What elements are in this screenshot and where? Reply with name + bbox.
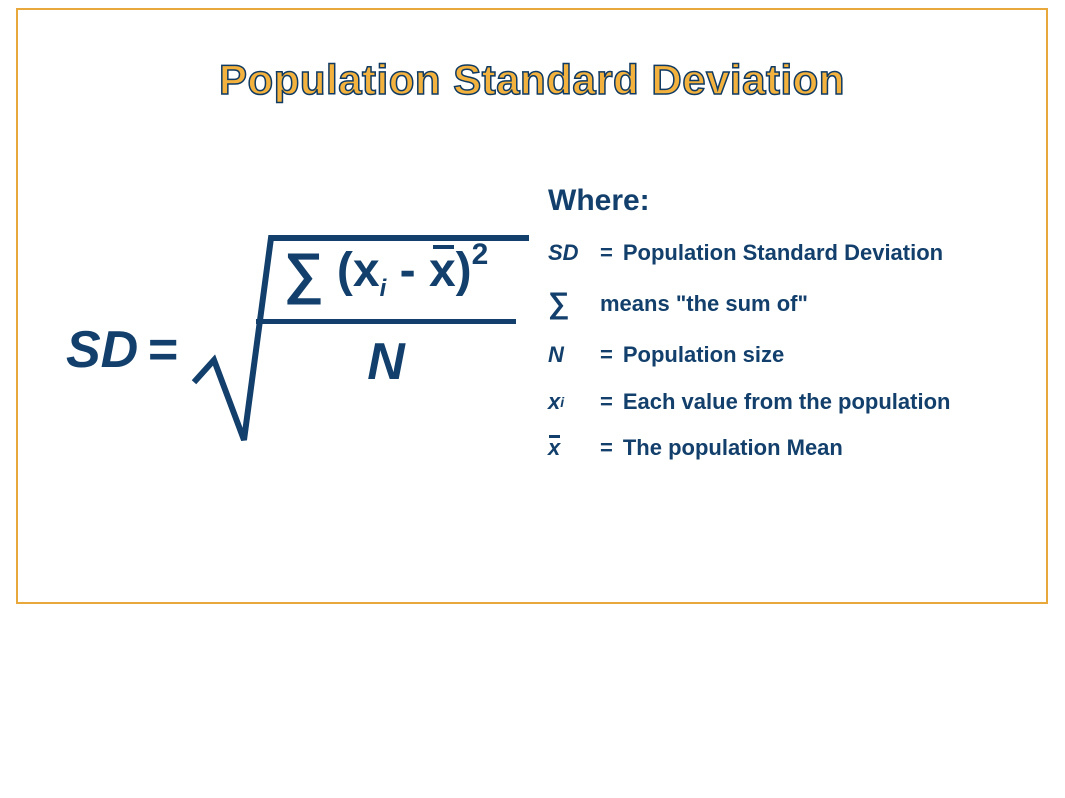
legend-eq: = <box>600 240 613 266</box>
fraction-line <box>256 319 516 324</box>
formula-equals: = <box>148 320 178 380</box>
legend-row: N = Population size <box>548 342 1028 368</box>
formula-fraction: ∑ (xi - x)2 N <box>246 240 526 388</box>
sigma-icon: ∑ <box>284 241 324 304</box>
legend-desc: Population size <box>623 342 784 368</box>
legend-desc: means "the sum of" <box>600 291 808 317</box>
exponent: 2 <box>472 238 489 271</box>
legend-desc: The population Mean <box>623 435 843 461</box>
legend-row: ∑ means "the sum of" <box>548 286 1028 322</box>
xbar-symbol: x <box>429 247 456 295</box>
legend-eq: = <box>600 342 613 368</box>
legend-area: Where: SD = Population Standard Deviatio… <box>548 184 1028 482</box>
legend-row: SD = Population Standard Deviation <box>548 240 1028 266</box>
formula-card: Population Standard Deviation SD = ∑ (xi… <box>16 8 1048 604</box>
legend-row: xi = Each value from the population <box>548 389 1028 415</box>
formula-area: SD = ∑ (xi - x)2 N <box>66 230 526 470</box>
xi-subscript: i <box>380 275 387 302</box>
legend-symbol-xbar: x <box>548 435 590 461</box>
formula-lhs: SD <box>66 320 138 380</box>
legend-symbol-xi: xi <box>548 389 590 415</box>
legend-eq: = <box>600 389 613 415</box>
formula-denominator: N <box>246 330 526 388</box>
legend-symbol-sigma: ∑ <box>548 286 590 322</box>
minus-sign: - <box>400 244 416 297</box>
legend-desc: Population Standard Deviation <box>623 240 943 266</box>
legend-eq: = <box>600 435 613 461</box>
formula-numerator: ∑ (xi - x)2 <box>246 240 526 313</box>
paren-open: ( <box>337 244 353 297</box>
legend-desc: Each value from the population <box>623 389 951 415</box>
xi-base: x <box>353 244 380 297</box>
legend-symbol-n: N <box>548 342 590 368</box>
card-title: Population Standard Deviation <box>18 56 1046 104</box>
paren-close: ) <box>456 244 472 297</box>
legend-row: x = The population Mean <box>548 435 1028 461</box>
legend-symbol-sd: SD <box>548 240 590 266</box>
legend-heading: Where: <box>548 184 1028 218</box>
